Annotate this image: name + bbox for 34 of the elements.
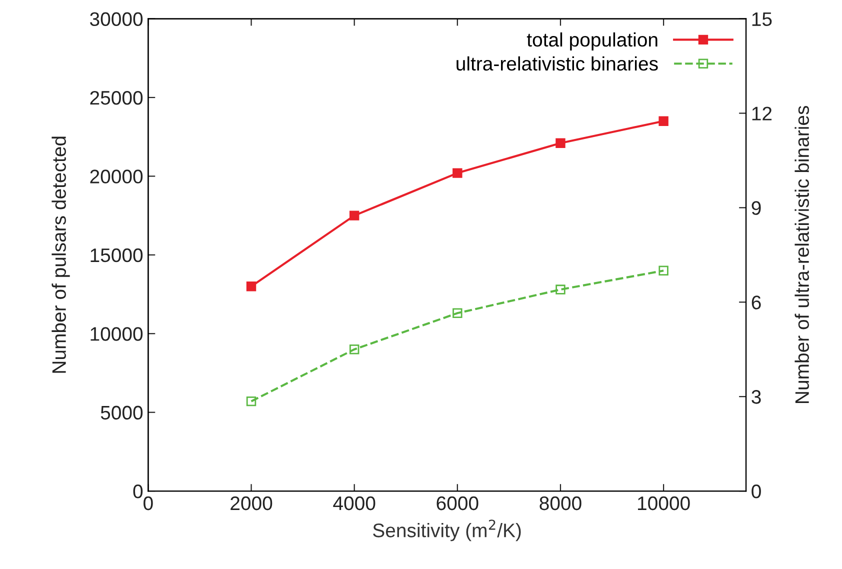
x-tick-label: 6000 bbox=[436, 496, 478, 510]
x-tick-label: 0 bbox=[144, 496, 153, 510]
legend-label: total population bbox=[526, 32, 658, 51]
y-tick-label: 10000 bbox=[90, 327, 143, 341]
y2-tick-label: 15 bbox=[752, 12, 772, 26]
y2-tick-label: 12 bbox=[752, 106, 772, 120]
y-tick-label: 30000 bbox=[90, 12, 143, 26]
x-axis-title: Sensitivity (m$^{2}$/K) bbox=[373, 520, 521, 542]
y2-tick-label: 9 bbox=[752, 201, 761, 215]
x-tick-label: 4000 bbox=[333, 496, 376, 510]
point bbox=[349, 344, 360, 354]
x-tick-label: 2000 bbox=[230, 496, 272, 510]
y2-tick-label: 0 bbox=[752, 484, 761, 498]
y2-tick-label: 6 bbox=[752, 296, 761, 310]
point bbox=[452, 168, 462, 178]
point bbox=[658, 116, 668, 126]
y-tick-label: 20000 bbox=[90, 170, 143, 184]
y2-axis-title: Number of ultra-relativistic binaries bbox=[794, 106, 810, 403]
x-tick-label: 10000 bbox=[638, 496, 690, 510]
point bbox=[349, 210, 360, 220]
point bbox=[556, 138, 566, 148]
point bbox=[246, 396, 256, 406]
point bbox=[658, 266, 668, 276]
y2-tick-label: 3 bbox=[752, 390, 761, 404]
x-tick-label: 8000 bbox=[540, 496, 582, 510]
point bbox=[246, 282, 256, 292]
y-tick-label: 15000 bbox=[90, 248, 143, 262]
legend-label: ultra-relativistic binaries bbox=[456, 56, 658, 71]
y-tick-label: 25000 bbox=[90, 90, 143, 105]
point bbox=[452, 308, 462, 318]
point bbox=[556, 284, 566, 294]
y-axis-title: Number of pulsars detected bbox=[52, 136, 70, 373]
y-tick-label: 0 bbox=[133, 484, 143, 498]
y-tick-label: 5000 bbox=[100, 406, 143, 420]
